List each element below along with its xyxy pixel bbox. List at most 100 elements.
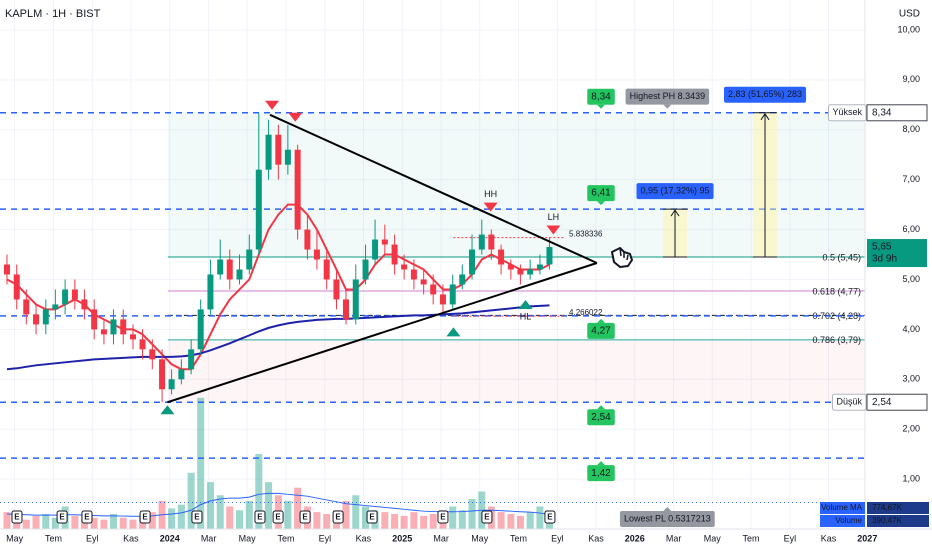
extreme-label-group: Highest PH 8.3439 [625,88,710,105]
candle-body [275,134,282,165]
volume-bar [410,512,418,529]
candle-body [352,279,359,320]
volume-bar [80,519,88,529]
earnings-box [332,510,344,524]
candle-body [430,284,437,295]
volume-bar [391,514,399,529]
volume-bar [226,506,234,529]
candle-body [313,249,320,260]
earnings-box [366,510,378,524]
candle-body [226,259,233,280]
candle-body [333,279,340,300]
level-label: 8,34 [591,91,611,102]
candle-body [139,339,146,350]
trendline [269,113,598,264]
hand-icon [611,247,633,268]
pivot-label: HL [520,311,532,321]
candle-body [323,259,330,280]
volume-bar [168,508,176,529]
extreme-label-box [619,511,715,527]
volume-bar [236,510,244,529]
price-tag-group: Düşük [831,393,867,411]
volume-bar [90,517,98,529]
level-label-box [587,465,615,482]
measure-label-box [636,183,714,200]
volume-bar [100,519,108,529]
candle-body [207,274,214,310]
candle-body [159,359,166,390]
candle-body [197,309,204,350]
y-tick-label: 8,00 [902,124,920,134]
price-axis [865,0,932,550]
x-tick-label: Kas [356,533,372,543]
hand-icon-detail [619,247,629,261]
volume-bar [294,487,302,529]
candle-body [255,169,262,250]
x-tick-label: 2027 [857,533,877,543]
x-tick-label: May [471,533,489,543]
volume-bar [245,500,253,529]
candle-body [469,249,476,275]
moving-average [6,304,550,371]
measure-arrowhead [670,209,680,217]
x-tick-label: Eyl [86,533,99,543]
price-tag-group: Yüksek [827,104,867,122]
candle-body [284,149,291,165]
earnings-box [56,510,68,524]
candle-body [188,349,195,370]
price-label-box [867,239,927,268]
volume-bar [420,515,428,529]
volume-bar [400,515,408,529]
measure-label-group: 2,83 (51,65%) 283 [723,86,807,103]
volume-bar [449,506,457,529]
earnings-box [481,510,493,524]
extreme-pointer [663,507,672,511]
earnings-box [254,510,266,524]
pivot-low [446,327,461,337]
candle-body [381,239,388,245]
candle-body [217,259,224,275]
pivot-high [265,100,280,110]
extreme-pointer [663,104,672,109]
price-label-sub: 3d 9h [872,254,897,265]
candle-body [439,294,446,305]
volume-bar [284,500,292,529]
volume-legend-value: 774,67K [872,503,902,512]
level-label: 1,42 [591,468,611,479]
earnings-box [191,510,203,524]
volume-legend-name-box [820,515,865,527]
volume-bar [265,482,273,529]
zone [167,339,866,403]
volume-bar [352,495,360,529]
volume-legend-name: Volume [835,516,862,525]
x-tick-label: Tem [743,533,760,543]
x-tick-label: May [704,533,722,543]
volume-bar [497,512,505,529]
earnings-label: E [59,513,65,522]
volume-bar [381,512,389,529]
pivot-low [160,405,175,415]
volume-bar [197,397,205,529]
volume-bar [148,512,156,529]
volume-bar [51,517,59,529]
level-label-group: 8,34 [587,88,615,105]
candle-body [304,229,311,250]
measure-label-box [723,86,807,103]
x-tick-label: Kas [123,533,139,543]
earnings-label: E [194,513,200,522]
volume-bar [362,506,370,529]
earnings-label: E [484,513,490,522]
level-label-group: 2,54 [587,409,615,426]
earnings-label: E [14,513,20,522]
earnings-box [139,510,151,524]
candle-body [120,319,127,335]
pivot-label: HH [484,189,497,199]
price-tag-box [827,104,867,122]
candle-body [246,249,253,270]
candle-body [42,309,49,325]
candle-body [62,289,69,305]
volume-bar [3,512,11,529]
volume-legend-value-box [867,515,929,527]
